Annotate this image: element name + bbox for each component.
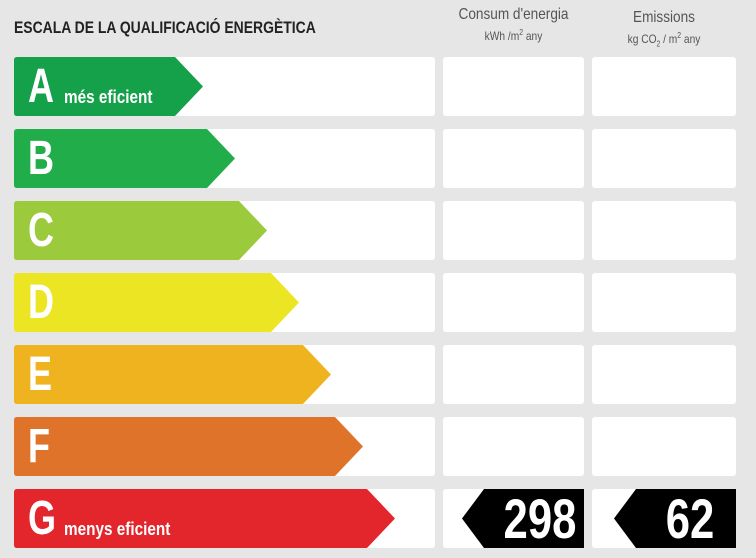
emissions-cell bbox=[592, 57, 736, 116]
rating-letter: A bbox=[28, 60, 55, 113]
rating-label: menys eficient bbox=[64, 519, 171, 539]
rating-arrow-b: B bbox=[14, 129, 235, 188]
rating-letter: C bbox=[28, 204, 55, 257]
rating-arrow-g: G menys eficient bbox=[14, 489, 395, 548]
rating-arrow-c: C bbox=[14, 201, 267, 260]
emissions-cell bbox=[592, 129, 736, 188]
emissions-column-header: Emissions kg CO2 / m2 any bbox=[627, 9, 701, 49]
emissions-cell bbox=[592, 273, 736, 332]
energy-cell bbox=[443, 129, 584, 188]
rating-arrow-f: F bbox=[14, 417, 363, 476]
energy-cell bbox=[443, 345, 584, 404]
energy-column-header: Consum d'energia kWh /m2 any bbox=[458, 6, 569, 43]
rating-letter: B bbox=[28, 132, 55, 185]
energy-cell bbox=[443, 201, 584, 260]
emissions-cell bbox=[592, 201, 736, 260]
emissions-value-badge: 62 bbox=[614, 489, 736, 548]
rating-arrow-d: D bbox=[14, 273, 299, 332]
rating-label: més eficient bbox=[64, 87, 153, 107]
energy-value-badge: 298 bbox=[462, 489, 584, 548]
energy-cell bbox=[443, 273, 584, 332]
page-title: ESCALA DE LA QUALIFICACIÓ ENERGÈTICA bbox=[14, 18, 316, 37]
rating-letter: F bbox=[28, 420, 50, 473]
rating-letter: G bbox=[28, 492, 57, 545]
energy-cell bbox=[443, 57, 584, 116]
energy-cell bbox=[443, 417, 584, 476]
emissions-cell bbox=[592, 345, 736, 404]
emissions-cell bbox=[592, 417, 736, 476]
rating-arrow-a: A més eficient bbox=[14, 57, 203, 116]
rating-letter: E bbox=[28, 348, 53, 401]
rating-letter: D bbox=[28, 276, 55, 329]
rating-arrow-e: E bbox=[14, 345, 331, 404]
